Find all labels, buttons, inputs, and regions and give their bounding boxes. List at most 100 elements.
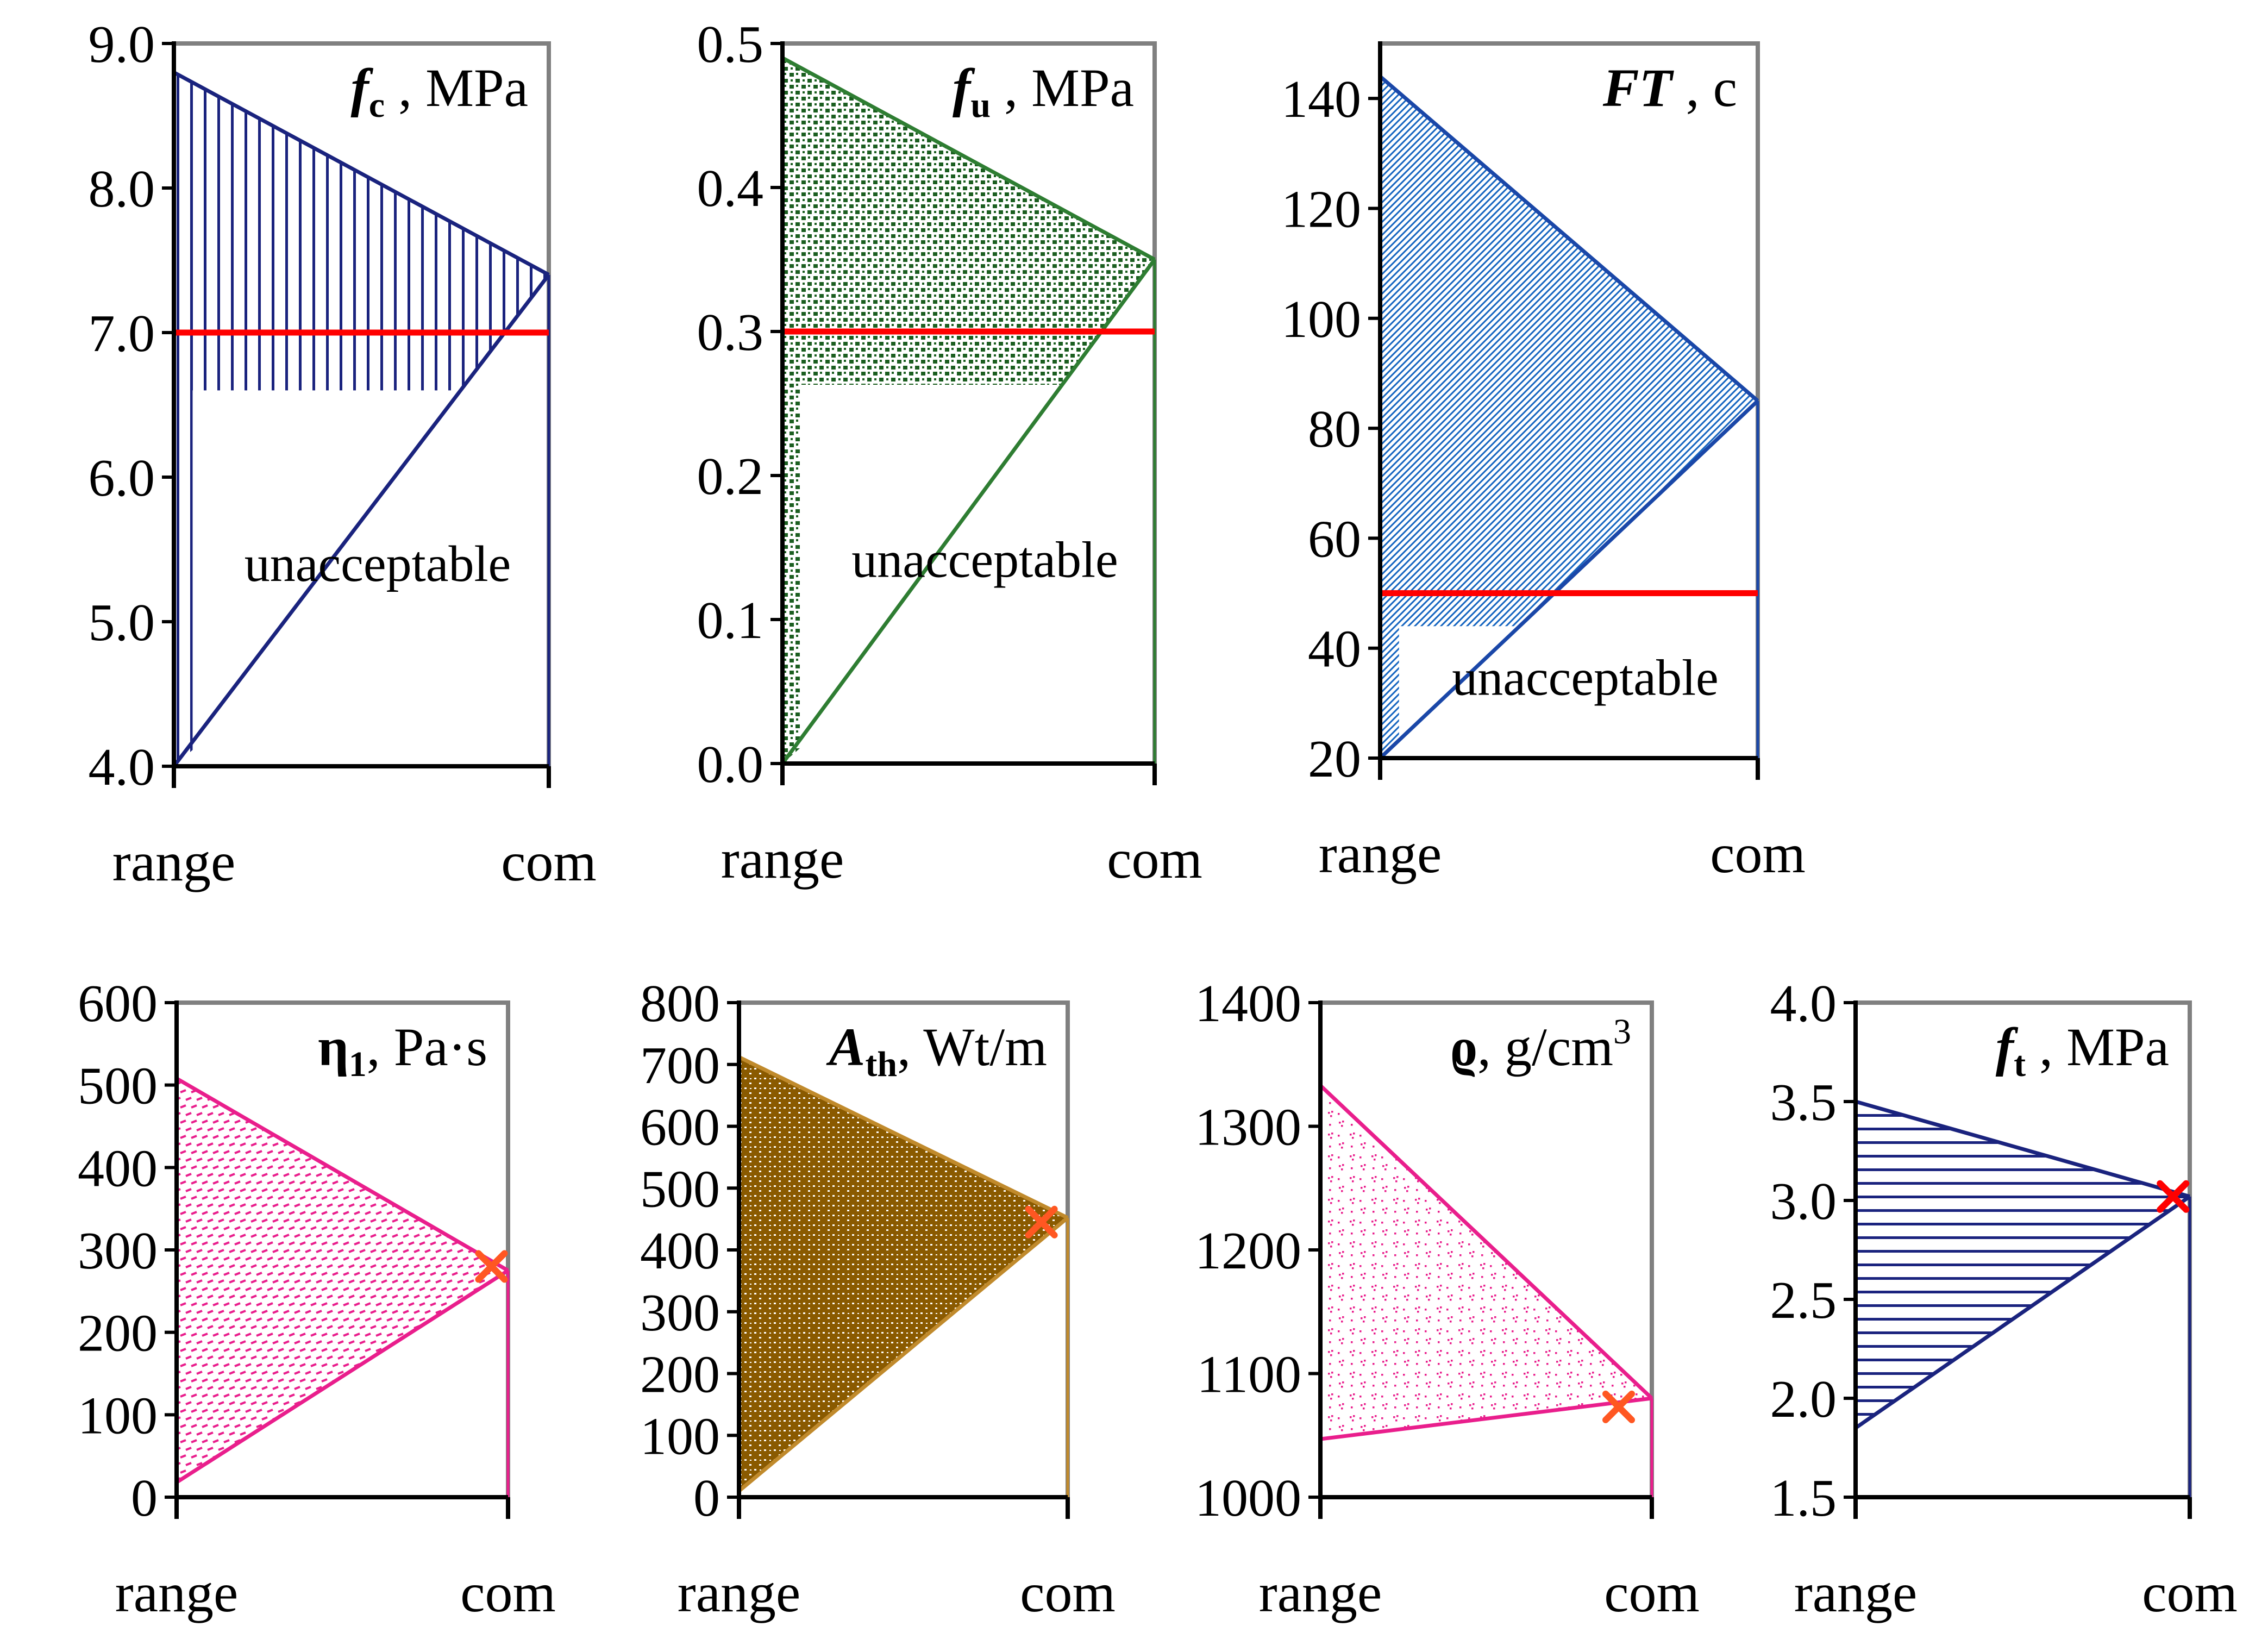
hatched-region xyxy=(1320,1085,1652,1440)
y-tick-label: 6.0 xyxy=(89,449,155,508)
lower-boundary-line xyxy=(176,1268,509,1484)
y-tick-label: 400 xyxy=(640,1222,720,1280)
panel-title: Ath, Wt/m xyxy=(826,1017,1047,1084)
y-tick-label: 40 xyxy=(1308,620,1361,679)
y-tick-label: 7.0 xyxy=(89,304,155,363)
y-tick-label: 80 xyxy=(1308,400,1361,459)
upper-boundary-line xyxy=(738,1055,1069,1219)
y-tick-label: 300 xyxy=(78,1222,158,1280)
y-tick-label: 600 xyxy=(78,974,158,1033)
chart-rho: 1000 1100 1200 1300 1400 range com ϱ, g/cm3 xyxy=(1195,974,1700,1624)
x-category-label: range xyxy=(115,1562,239,1624)
y-tick-label: 0.0 xyxy=(697,735,764,794)
hatched-region xyxy=(739,1057,1068,1491)
y-tick-label: 140 xyxy=(1281,70,1361,129)
hatched-region xyxy=(782,58,1155,764)
upper-boundary-line xyxy=(176,1077,509,1272)
y-tick-label: 2.5 xyxy=(1770,1271,1837,1330)
lower-boundary-line xyxy=(1379,399,1759,760)
y-tick-label: 700 xyxy=(640,1036,720,1095)
lower-boundary-line xyxy=(737,1216,1069,1493)
y-tick-label: 200 xyxy=(640,1346,720,1404)
lower-boundary-line xyxy=(1855,1194,2191,1430)
lower-boundary-line xyxy=(172,273,550,768)
title-superscript: 3 xyxy=(1613,1012,1631,1052)
y-tick-label: 500 xyxy=(640,1160,720,1218)
y-tick-label: 0 xyxy=(131,1469,158,1528)
y-tick-label: 120 xyxy=(1281,180,1361,239)
title-symbol: FT xyxy=(1602,58,1675,118)
y-tick-label: 1000 xyxy=(1195,1469,1301,1528)
x-category-label: com xyxy=(460,1562,556,1624)
x-category-label: com xyxy=(1710,823,1806,885)
x-category-label: range xyxy=(1259,1562,1382,1624)
x-category-label: range xyxy=(1319,823,1442,885)
y-tick-label: 600 xyxy=(640,1098,720,1157)
y-tick-label: 0.2 xyxy=(697,447,764,506)
title-subscript: c xyxy=(369,85,385,125)
x-category-label: com xyxy=(1107,829,1202,890)
panel-title: ft , MPa xyxy=(1996,1017,2169,1084)
x-category-label: com xyxy=(1604,1562,1700,1624)
x-category-label: range xyxy=(1794,1562,1918,1624)
annotation-text: unacceptable xyxy=(851,532,1118,589)
hatched-region xyxy=(1856,1102,2190,1428)
hatched-region xyxy=(177,1078,508,1483)
title-unit: , c xyxy=(1672,58,1737,118)
data-marker xyxy=(1602,1390,1635,1423)
y-tick-label: 4.0 xyxy=(1770,974,1837,1033)
y-tick-label: 60 xyxy=(1308,510,1361,568)
y-tick-label: 1300 xyxy=(1195,1098,1301,1157)
chart-eta: 0 100 200 300 400 500 600 range com η1, Pa·s xyxy=(78,974,556,1624)
lower-boundary-line xyxy=(781,258,1156,765)
y-tick-label: 200 xyxy=(78,1304,158,1363)
chart-ft_cycles: unacceptable 20 40 60 80 100 120 140 range com FT … xyxy=(1281,41,1806,885)
y-tick-label: 100 xyxy=(1281,290,1361,349)
title-subscript: th xyxy=(865,1044,897,1084)
y-tick-label: 100 xyxy=(78,1386,158,1445)
title-unit: , MPa xyxy=(385,58,528,118)
data-marker xyxy=(2157,1180,2190,1213)
title-symbol: A xyxy=(826,1017,866,1077)
chart-fu: unacceptable 0.0 0.1 0.2 0.3 0.4 0.5 range com fu… xyxy=(697,15,1202,890)
hatched-region xyxy=(174,72,549,767)
title-symbol: ϱ xyxy=(1450,1017,1477,1077)
lower-boundary-line xyxy=(1320,1396,1652,1441)
upper-boundary-line xyxy=(1379,75,1759,403)
y-tick-label: 0.3 xyxy=(697,303,764,362)
panel-title: ϱ, g/cm3 xyxy=(1450,1012,1631,1077)
x-category-label: com xyxy=(1020,1562,1116,1624)
upper-boundary-line xyxy=(173,71,550,277)
x-category-label: range xyxy=(112,831,236,893)
x-category-label: range xyxy=(678,1562,801,1624)
y-tick-label: 5.0 xyxy=(89,593,155,652)
y-tick-label: 0.1 xyxy=(697,591,764,650)
upper-boundary-line xyxy=(1855,1099,2190,1199)
title-unit: , MPa xyxy=(2026,1017,2169,1077)
title-unit: , Pa·s xyxy=(367,1017,487,1077)
panel-title: fu , MPa xyxy=(953,58,1134,125)
y-tick-label: 9.0 xyxy=(89,15,155,74)
data-marker xyxy=(475,1250,508,1283)
panel-title: FT , c xyxy=(1602,58,1737,118)
title-unit: , Wt/m xyxy=(897,1017,1047,1077)
title-subscript: 1 xyxy=(349,1044,367,1084)
y-tick-label: 2.0 xyxy=(1770,1370,1837,1429)
x-category-label: com xyxy=(2142,1562,2238,1624)
title-unit: , MPa xyxy=(991,58,1134,118)
plot-frame xyxy=(1320,1000,1654,1497)
upper-boundary-line xyxy=(1319,1084,1653,1400)
y-tick-label: 4.0 xyxy=(89,738,155,797)
y-tick-label: 400 xyxy=(78,1139,158,1198)
title-symbol: η xyxy=(318,1017,349,1077)
x-category-label: range xyxy=(721,829,844,890)
annotation-text: unacceptable xyxy=(1452,650,1719,706)
y-tick-label: 8.0 xyxy=(89,160,155,218)
x-category-label: com xyxy=(501,831,597,893)
y-tick-label: 3.0 xyxy=(1770,1172,1837,1231)
y-tick-label: 1400 xyxy=(1195,974,1301,1033)
y-tick-label: 3.5 xyxy=(1770,1073,1837,1132)
title-subscript: t xyxy=(2014,1044,2026,1084)
